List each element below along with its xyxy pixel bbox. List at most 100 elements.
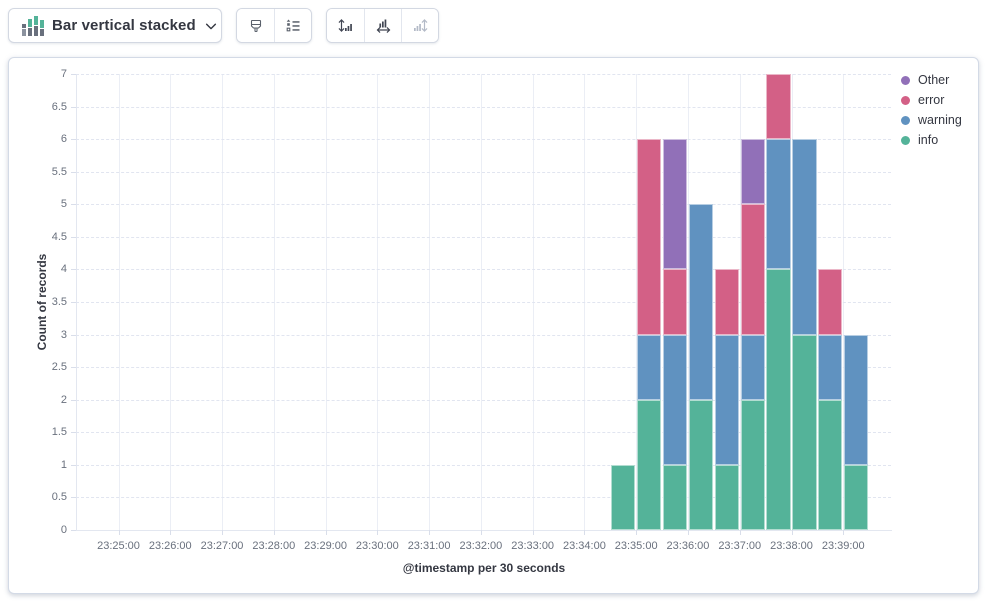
horizontal-gridline [76, 139, 891, 141]
chart-panel: Count of records 0 0.5 1 1.5 2 2.5 3 3.5 4 4.5 5 5.… [8, 57, 979, 594]
bar-segment-error[interactable] [766, 74, 791, 140]
legend-item[interactable]: info [901, 130, 977, 150]
x-tick-mark [687, 530, 689, 535]
bar-segment-error[interactable] [740, 204, 765, 335]
bar-segment-warning[interactable] [844, 334, 869, 465]
y-tick-mark [71, 139, 76, 141]
visual-options-button[interactable] [237, 9, 274, 42]
bar-segment-other[interactable] [740, 139, 765, 205]
y-tick-mark [71, 302, 76, 303]
bar-segment-info[interactable] [714, 464, 739, 530]
y-tick-mark [71, 236, 76, 238]
y-tick-mark [71, 367, 76, 369]
bar-segment-warning[interactable] [714, 334, 739, 465]
bar-segment-info[interactable] [637, 399, 662, 530]
x-tick-label: 23:38:00 [770, 540, 813, 552]
horizontal-gridline [76, 432, 891, 434]
right-axis-icon [412, 17, 429, 34]
horizontal-gridline [76, 171, 891, 173]
plot-area [76, 74, 891, 530]
y-tick-label: 4 [60, 263, 67, 276]
y-tick-label: 6.5 [51, 100, 67, 113]
bar-segment-warning[interactable] [637, 334, 662, 400]
y-tick-mark [71, 269, 76, 271]
right-axis-settings-button[interactable] [401, 9, 438, 42]
x-tick-label: 23:28:00 [252, 540, 296, 552]
y-tick-mark [71, 334, 76, 336]
x-tick-mark [377, 530, 379, 535]
horizontal-gridline [76, 399, 891, 401]
bar-segment-error[interactable] [662, 269, 688, 335]
x-tick-label: 23:32:00 [459, 540, 503, 552]
bar-segment-info[interactable] [688, 399, 714, 530]
bar-segment-error[interactable] [714, 269, 739, 335]
chart-type-dropdown[interactable]: Bar vertical stacked [8, 8, 222, 43]
left-axis-settings-button[interactable] [327, 9, 364, 42]
y-tick-label: 1 [60, 458, 67, 471]
axis-settings-group [326, 8, 439, 43]
bottom-axis-settings-button[interactable] [364, 9, 401, 42]
chart-toolbar: Bar vertical stacked [8, 8, 439, 44]
x-tick-mark [739, 530, 741, 535]
bar-segment-info[interactable] [766, 269, 791, 530]
bar-segment-warning[interactable] [662, 334, 688, 465]
y-tick-label: 4.5 [51, 230, 67, 243]
bar-segment-info[interactable] [844, 464, 869, 530]
y-tick-label: 2.5 [51, 361, 67, 374]
y-tick-label: 0.5 [51, 491, 67, 504]
x-tick-mark [170, 530, 172, 535]
x-axis-line [76, 530, 892, 531]
legend-color-dot [901, 115, 910, 125]
legend-item[interactable]: Other [901, 70, 977, 90]
bar-segment-info[interactable] [818, 399, 843, 530]
bar-segment-error[interactable] [637, 139, 662, 335]
bar-segment-info[interactable] [740, 399, 765, 530]
x-tick-mark [273, 530, 275, 535]
legend-label: warning [918, 113, 962, 127]
y-tick-label: 5 [60, 198, 67, 211]
horizontal-gridline [76, 74, 891, 75]
horizontal-gridline [76, 497, 891, 499]
y-tick-label: 2 [60, 393, 67, 406]
x-tick-label: 23:35:00 [614, 540, 658, 552]
y-tick-label: 1.5 [51, 426, 67, 439]
bar-segment-info[interactable] [611, 464, 636, 530]
x-axis-title: @timestamp per 30 seconds [402, 561, 566, 575]
bar-segment-other[interactable] [662, 139, 688, 270]
x-tick-label: 23:39:00 [821, 540, 865, 552]
y-tick-label: 5.5 [51, 165, 67, 178]
bar-segment-warning[interactable] [740, 334, 765, 400]
legend-label: info [918, 133, 939, 147]
x-tick-label: 23:26:00 [148, 540, 192, 552]
bar-segment-warning[interactable] [818, 334, 843, 400]
legend-color-dot [901, 75, 910, 85]
legend-item[interactable]: warning [901, 110, 977, 130]
y-tick-mark [71, 497, 76, 499]
horizontal-gridline [76, 204, 891, 206]
bar-segment-warning[interactable] [792, 139, 817, 335]
bar-vertical-stacked-icon [21, 15, 44, 37]
x-tick-label: 23:27:00 [200, 540, 244, 552]
bar-segment-error[interactable] [818, 269, 843, 335]
horizontal-gridline [76, 106, 891, 108]
x-tick-label: 23:34:00 [563, 540, 606, 552]
y-tick-label: 3 [60, 328, 67, 341]
x-tick-label: 23:29:00 [304, 540, 347, 552]
y-tick-label: 0 [60, 524, 67, 536]
x-tick-label: 23:30:00 [355, 540, 399, 552]
x-tick-label: 23:31:00 [407, 540, 451, 552]
paint-brush-icon [248, 18, 264, 34]
bar-segment-info[interactable] [662, 464, 688, 530]
bar-segment-warning[interactable] [766, 139, 791, 270]
x-tick-mark [480, 530, 482, 535]
horizontal-gridline [76, 464, 891, 466]
y-tick-mark [71, 74, 76, 75]
bar-segment-info[interactable] [792, 334, 817, 530]
horizontal-gridline [76, 269, 891, 271]
legend-item[interactable]: error [901, 90, 977, 110]
bar-segment-warning[interactable] [688, 204, 714, 400]
y-tick-mark [71, 106, 76, 108]
y-tick-mark [71, 464, 76, 466]
legend-settings-button[interactable] [274, 9, 311, 42]
